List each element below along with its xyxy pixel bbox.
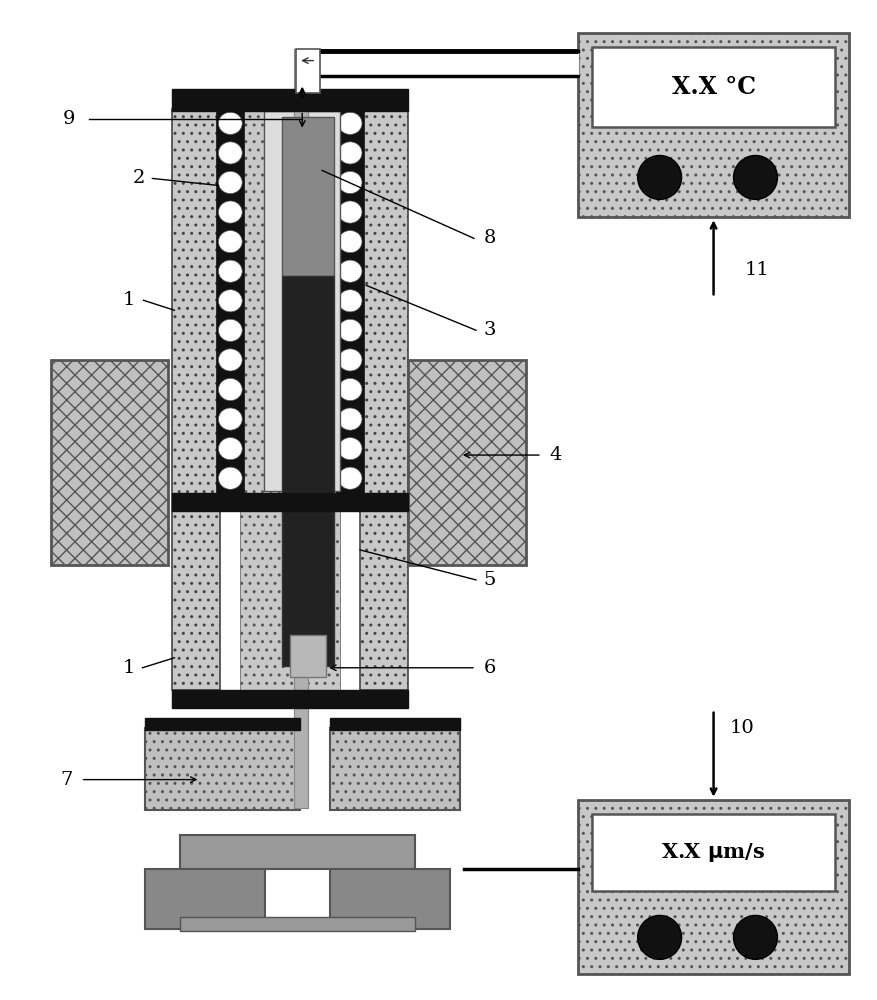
Bar: [216, 109, 244, 493]
Bar: [172, 89, 408, 111]
Bar: [146, 718, 300, 730]
Bar: [360, 109, 408, 690]
Text: 10: 10: [728, 719, 753, 737]
Text: 1: 1: [122, 659, 134, 677]
Bar: [240, 511, 339, 690]
Bar: [146, 728, 300, 810]
Text: 7: 7: [61, 771, 73, 789]
Bar: [330, 728, 460, 810]
Ellipse shape: [338, 349, 361, 371]
Ellipse shape: [338, 408, 361, 430]
Circle shape: [732, 915, 776, 959]
Bar: [282, 117, 334, 276]
Ellipse shape: [338, 171, 361, 194]
Text: X.X °C: X.X °C: [671, 75, 755, 99]
Ellipse shape: [338, 260, 361, 282]
Bar: [330, 869, 450, 929]
Bar: [240, 109, 339, 493]
Text: X.X $\bf{\mu}$m/s: X.X $\bf{\mu}$m/s: [660, 841, 765, 864]
Circle shape: [637, 155, 681, 199]
Bar: [336, 109, 364, 493]
Ellipse shape: [218, 467, 242, 489]
Text: 1: 1: [122, 291, 134, 309]
Bar: [180, 835, 415, 869]
Ellipse shape: [218, 112, 242, 134]
Ellipse shape: [218, 408, 242, 430]
Ellipse shape: [218, 378, 242, 401]
Ellipse shape: [338, 201, 361, 223]
Bar: [296, 49, 320, 93]
Ellipse shape: [218, 290, 242, 312]
Ellipse shape: [338, 112, 361, 134]
Ellipse shape: [338, 319, 361, 341]
Bar: [290, 635, 326, 677]
Bar: [282, 276, 334, 666]
Bar: [577, 800, 848, 974]
Ellipse shape: [218, 171, 242, 194]
Bar: [330, 718, 460, 730]
Text: 5: 5: [483, 571, 496, 589]
Ellipse shape: [218, 319, 242, 341]
Bar: [294, 49, 308, 808]
Bar: [172, 690, 408, 708]
Ellipse shape: [338, 378, 361, 401]
Bar: [591, 814, 834, 891]
Bar: [146, 869, 265, 929]
Text: 6: 6: [483, 659, 496, 677]
Ellipse shape: [218, 142, 242, 164]
Bar: [172, 493, 408, 511]
Bar: [591, 47, 834, 127]
Bar: [51, 360, 168, 565]
Bar: [408, 360, 525, 565]
Text: 4: 4: [549, 446, 561, 464]
Text: 3: 3: [483, 321, 496, 339]
Text: 9: 9: [62, 110, 75, 128]
Ellipse shape: [338, 231, 361, 253]
Ellipse shape: [338, 142, 361, 164]
Ellipse shape: [218, 231, 242, 253]
Circle shape: [732, 155, 776, 199]
Text: 11: 11: [745, 261, 769, 279]
Bar: [180, 917, 415, 931]
Bar: [264, 111, 339, 491]
Ellipse shape: [338, 467, 361, 489]
Text: 2: 2: [132, 169, 145, 187]
Bar: [577, 33, 848, 217]
Ellipse shape: [218, 349, 242, 371]
Ellipse shape: [218, 260, 242, 282]
Ellipse shape: [218, 438, 242, 460]
Circle shape: [637, 915, 681, 959]
Ellipse shape: [338, 438, 361, 460]
Ellipse shape: [338, 290, 361, 312]
Bar: [172, 109, 220, 690]
Text: 8: 8: [483, 229, 496, 247]
Ellipse shape: [218, 201, 242, 223]
